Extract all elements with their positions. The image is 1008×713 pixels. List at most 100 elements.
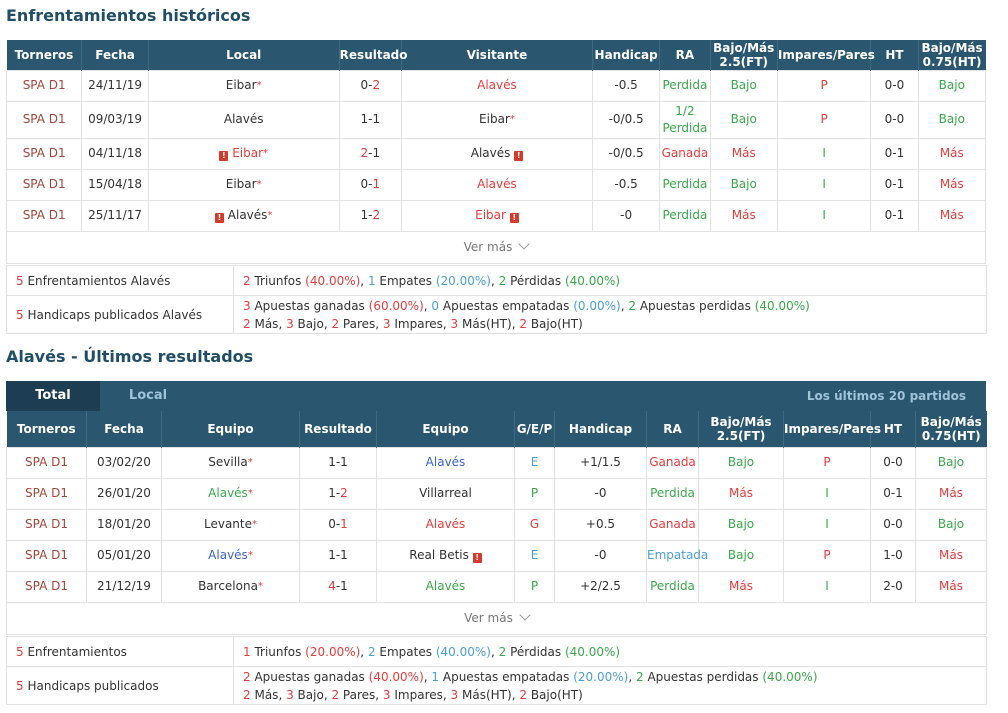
ver-mas-label[interactable]: Ver más xyxy=(464,610,513,625)
alert-icon: ! xyxy=(514,151,524,161)
odd-count: 3 xyxy=(382,687,391,702)
ra-result: Perdida xyxy=(659,168,711,201)
even-label: Pares xyxy=(342,316,376,331)
away-team[interactable]: Eibar ! xyxy=(400,199,593,232)
away-team[interactable]: Alavés xyxy=(400,69,593,102)
match-result[interactable]: 1-1 xyxy=(299,446,377,479)
league-link[interactable]: SPA D1 xyxy=(6,570,87,603)
ver-mas-label[interactable]: Ver más xyxy=(463,239,513,254)
col-header: Fecha xyxy=(81,40,149,70)
home-team[interactable]: Levante* xyxy=(161,508,300,541)
team-name[interactable]: Eibar xyxy=(225,177,257,191)
bets-draw-pct: (0.00%) xyxy=(573,298,621,313)
match-result[interactable]: 0-1 xyxy=(338,168,402,201)
chevron-down-icon[interactable] xyxy=(518,237,531,250)
summary-label: 5 Handicaps publicados Alavés xyxy=(6,295,234,334)
match-result[interactable]: 1-2 xyxy=(299,477,377,510)
away-team[interactable]: Eibar* xyxy=(400,100,593,139)
col-header: Torneros xyxy=(6,411,87,447)
col-header: Visitante xyxy=(401,40,593,70)
over-under-ft: Bajo xyxy=(698,508,784,541)
team-name[interactable]: Eibar xyxy=(479,112,510,126)
away-team[interactable]: Alavés xyxy=(376,446,515,479)
score-sep: - xyxy=(368,177,373,191)
ver-mas-button[interactable]: Ver más xyxy=(6,601,987,635)
tab-total[interactable]: Total xyxy=(6,381,100,411)
home-team[interactable]: Alavés* xyxy=(161,539,300,572)
home-team[interactable]: Alavés* xyxy=(161,477,300,510)
table-row: SPA D1 04/11/18 ! Eibar* 2-1 Alavés ! -0… xyxy=(5,137,987,170)
match-result[interactable]: 1-1 xyxy=(299,539,377,572)
chevron-down-icon[interactable] xyxy=(519,608,531,621)
away-team[interactable]: Alavés xyxy=(376,508,515,541)
tab-local[interactable]: Local xyxy=(128,388,168,403)
col-header: Resultado xyxy=(339,40,408,70)
team-name[interactable]: Sevilla xyxy=(208,455,248,469)
home-team[interactable]: Eibar* xyxy=(147,168,340,201)
over-ht-label: Más(HT) xyxy=(462,316,512,331)
team-name[interactable]: Alavés xyxy=(470,146,511,160)
bets-draw-label: Apuestas empatadas xyxy=(442,298,570,313)
neutral-star-icon: * xyxy=(256,179,262,190)
home-team[interactable]: Barcelona* xyxy=(161,570,300,603)
score-away: 1 xyxy=(340,579,348,593)
col-header: Bajo/Más 0.75(HT) xyxy=(915,411,987,447)
losses-label: Pérdidas xyxy=(510,644,562,659)
home-team[interactable]: Eibar* xyxy=(147,69,340,102)
league-link[interactable]: SPA D1 xyxy=(6,539,87,572)
league-link[interactable]: SPA D1 xyxy=(6,446,87,479)
home-team[interactable]: Sevilla* xyxy=(161,446,300,479)
team-name[interactable]: Alavés xyxy=(208,548,248,562)
score-home: 0 xyxy=(328,517,336,531)
ver-mas-button[interactable]: Ver más xyxy=(6,230,986,264)
team-name[interactable]: Real Betis xyxy=(409,548,469,562)
summary-values: 1 Triunfos (20.00%), 2 Empates (40.00%),… xyxy=(233,636,987,667)
team-name[interactable]: Barcelona xyxy=(198,579,258,593)
over-under-ht: Más xyxy=(915,539,987,572)
team-name[interactable]: Levante xyxy=(203,517,252,531)
home-team[interactable]: Alavés xyxy=(147,100,340,139)
match-result[interactable]: 1-1 xyxy=(338,100,402,139)
away-team[interactable]: Alavés xyxy=(376,570,515,603)
away-team[interactable]: Alavés ! xyxy=(400,137,593,170)
league-link[interactable]: SPA D1 xyxy=(5,69,83,102)
last-matches-filter[interactable]: Los últimos 20 partidos xyxy=(806,389,966,403)
col-header: Equipo xyxy=(376,411,515,447)
team-name[interactable]: Eibar xyxy=(225,78,257,92)
handicap: -0 xyxy=(554,477,647,510)
team-name[interactable]: Eibar xyxy=(232,146,264,160)
col-header: HT xyxy=(870,40,919,70)
team-name[interactable]: Alavés xyxy=(227,208,268,222)
score-sep: - xyxy=(335,548,341,562)
home-team[interactable]: ! Eibar* xyxy=(147,137,340,170)
col-header: Handicap xyxy=(592,40,661,70)
league-link[interactable]: SPA D1 xyxy=(5,168,83,201)
league-link[interactable]: SPA D1 xyxy=(5,137,83,170)
handicap: +2/2.5 xyxy=(554,570,647,603)
team-name[interactable]: Eibar xyxy=(475,208,506,222)
match-result[interactable]: 0-1 xyxy=(299,508,377,541)
league-link[interactable]: SPA D1 xyxy=(6,508,87,541)
home-team[interactable]: ! Alavés* xyxy=(147,199,340,232)
league-link[interactable]: SPA D1 xyxy=(6,477,87,510)
away-team[interactable]: Real Betis ! xyxy=(376,539,515,572)
bets-lost-pct: (40.00%) xyxy=(754,298,810,313)
league-link[interactable]: SPA D1 xyxy=(5,199,83,232)
score-sep: - xyxy=(368,78,373,92)
match-result[interactable]: 4-1 xyxy=(299,570,377,603)
away-team[interactable]: Villarreal xyxy=(376,477,515,510)
league-link[interactable]: SPA D1 xyxy=(5,100,83,139)
neutral-star-icon: * xyxy=(263,148,269,159)
score-away: 1 xyxy=(340,455,348,469)
match-result[interactable]: 1-2 xyxy=(338,199,402,232)
alert-icon: ! xyxy=(219,151,229,161)
table-row: SPA D1 09/03/19 Alavés 1-1 Eibar* -0/0.5… xyxy=(5,100,987,139)
bets-lost-label: Apuestas perdidas xyxy=(647,669,759,684)
away-team[interactable]: Alavés xyxy=(400,168,593,201)
under-label: Bajo xyxy=(297,316,324,331)
ra-result: 1/2 Perdida xyxy=(659,100,711,139)
team-name[interactable]: Alavés xyxy=(208,486,248,500)
match-result[interactable]: 0-2 xyxy=(338,69,402,102)
match-result[interactable]: 2-1 xyxy=(338,137,402,170)
odd-even: I xyxy=(776,168,872,201)
